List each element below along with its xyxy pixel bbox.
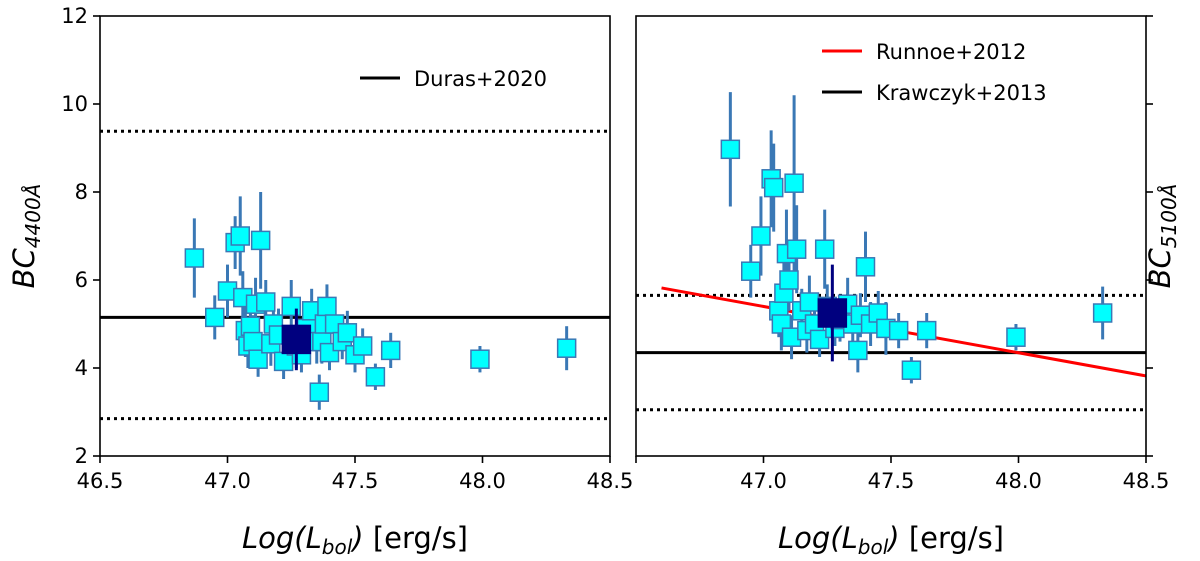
data-point-s1-33 [916,320,937,341]
data-point-s1-34 [1006,327,1026,347]
y-axis-label: BC5100Å [1143,184,1181,289]
x-axis-label-sub: bol [322,535,353,559]
x-axis-label-close: ) [886,521,899,555]
data-point-s1-32 [901,360,922,380]
data-point-s1-35 [365,367,386,387]
data-point-s1-34 [352,336,373,356]
y-tick-label-5: 10 [61,92,88,116]
data-point-s1-2 [205,307,225,328]
legend-label-1: Runnoe+2012 [876,40,1026,64]
y-axis-label-main: BC [7,247,41,288]
data-point-s1-10 [779,270,799,290]
legend-label-2: Krawczyk+2013 [876,81,1047,105]
data-point-s1-36 [380,340,401,361]
data-point-s1-3 [751,226,771,246]
y-tick-label-1: 2 [75,444,88,468]
x-tick-label-3: 47.5 [868,469,915,493]
data-point-s1-16 [799,292,820,312]
x-axis-label-unit: [erg/s] [364,521,468,555]
data-point-s1-14 [256,292,276,312]
data-point-s1-25 [309,382,330,402]
data-point-s1-32 [337,323,358,343]
data-point-s1-2 [741,261,761,281]
y-axis-label-sub: 4400Å [21,184,45,249]
x-tick-label-2: 47.0 [204,469,251,493]
data-point-s1-5 [763,177,784,198]
legend-label-1: Duras+2020 [414,67,547,91]
data-point-s2-1 [281,324,312,355]
y-axis-label-main: BC [1143,247,1177,288]
data-point-s1-31 [888,320,909,341]
x-tick-label-1: 46.5 [77,469,124,493]
data-point-s1-12 [248,349,268,369]
data-point-s1-18 [809,329,830,350]
chart-panel-1: 46.5 47.0 47.5 48.0 48.5 2 4 6 8 10 12 Log(Lbol) [e… [7,4,633,559]
data-point-s1-5 [230,226,250,246]
data-point-s1-1 [720,139,741,160]
x-tick-label-5: 48.5 [1123,469,1170,493]
data-point-s1-19 [814,239,835,259]
chart-panel-2: 47.0 47.5 48.0 48.5 Log(Lbol) [erg/s] BC5100Å… [635,15,1181,559]
x-tick-label-4: 48.0 [459,469,506,493]
data-point-s1-28 [317,296,337,317]
x-axis-label-close: ) [350,521,363,555]
data-point-s1-27 [855,257,876,277]
legend: Runnoe+2012 Krawczyk+2013 [822,40,1047,105]
y-axis-label: BC4400Å [7,184,45,289]
y-tick-label-6: 12 [61,4,88,28]
x-axis-label-main: Log(L [778,521,858,555]
y-axis-label-sub: 5100Å [1157,184,1181,249]
y-tick-label-2: 4 [75,356,88,380]
data-point-s1-13 [250,230,271,251]
x-axis-label: Log(Lbol) [erg/s] [778,521,1004,559]
x-axis-label-unit: [erg/s] [900,521,1004,555]
data-point-s1-10 [243,331,263,352]
x-axis-label: Log(Lbol) [erg/s] [242,521,468,559]
x-axis-label-main: Log(L [242,521,322,555]
data-point-s1-38 [556,338,577,358]
data-point-s1-35 [1092,303,1113,323]
x-tick-label-2: 47.0 [740,469,787,493]
data-point-s1-37 [470,349,490,369]
x-axis-label-sub: bol [858,535,889,559]
x-tick-label-5: 48.5 [587,469,634,493]
y-tick-label-4: 8 [75,180,88,204]
data-point-s1-12 [784,173,804,193]
x-tick-label-4: 48.0 [995,469,1042,493]
data-point-s1-25 [848,340,868,361]
data-point-s1-13 [786,239,807,259]
data-point-s1-1 [184,248,205,268]
data-point-s2-1 [817,298,848,328]
y-tick-label-3: 6 [75,268,88,292]
x-tick-label-3: 47.5 [332,469,379,493]
legend: Duras+2020 [360,67,547,91]
